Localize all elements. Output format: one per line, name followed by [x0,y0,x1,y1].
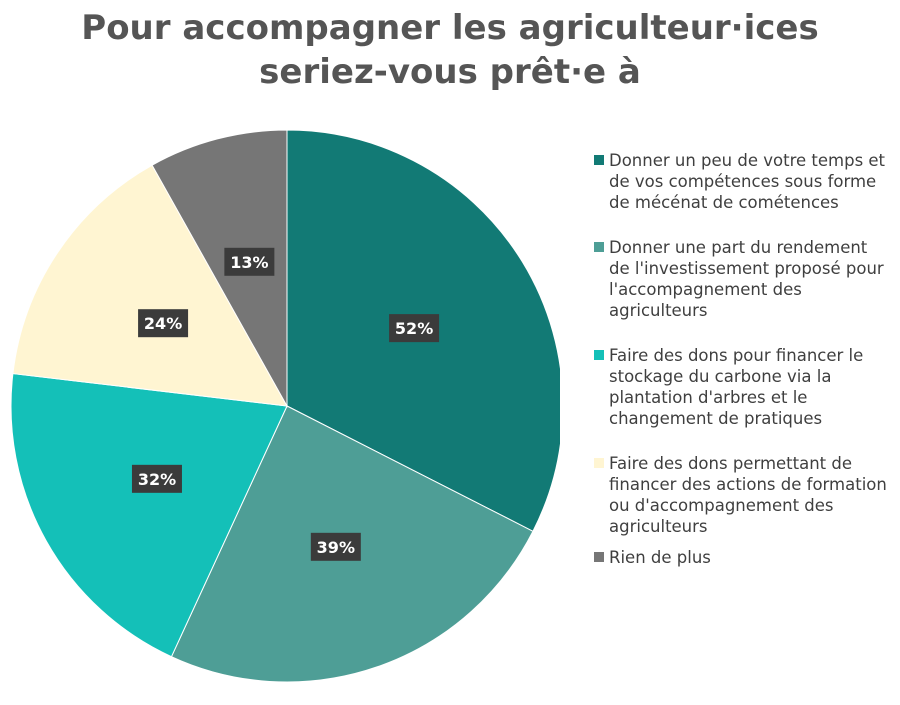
legend-label-2: Donner une part du rendement de l'invest… [609,238,884,320]
legend: Donner un peu de votre temps et de vos c… [593,150,893,578]
legend-label-1: Donner un peu de votre temps et de vos c… [609,151,886,212]
legend-label-5: Rien de plus [609,548,711,567]
legend-label-3: Faire des dons pour financer le stockage… [609,346,864,428]
data-label-5: 13% [224,247,275,276]
data-label-box-4 [138,309,189,338]
legend-label-4: Faire des dons permettant de financer de… [609,454,887,536]
legend-item-5: Rien de plus [593,547,893,568]
legend-swatch-2 [594,242,604,252]
pie-chart: 52% 39% 32% 24% 13% [10,129,560,683]
legend-item-3: Faire des dons pour financer le stockage… [593,345,893,429]
legend-swatch-5 [594,552,604,562]
chart-title-line-2: seriez-vous prêt·e à [259,52,641,92]
legend-item-1: Donner un peu de votre temps et de vos c… [593,150,893,213]
data-label-4: 24% [138,309,189,338]
legend-swatch-3 [594,350,604,360]
chart-title-line-1: Pour accompagner les agriculteur·ices [81,8,819,48]
data-label-box-5 [224,247,275,276]
legend-swatch-1 [594,155,604,165]
data-label-text-5: 13% [230,253,268,272]
data-label-box-3 [131,464,182,493]
data-label-text-3: 32% [138,470,176,489]
data-label-1: 52% [389,314,440,343]
data-label-text-4: 24% [144,314,182,333]
pie-slice-5 [151,129,288,408]
data-label-text-1: 52% [395,319,433,338]
legend-swatch-4 [594,458,604,468]
legend-item-2: Donner une part du rendement de l'invest… [593,237,893,321]
data-label-box-1 [389,314,440,343]
data-label-3: 32% [131,464,182,493]
pie-slice-4 [12,164,288,407]
data-label-2: 39% [310,532,361,561]
legend-item-4: Faire des dons permettant de financer de… [593,453,893,537]
data-label-box-2 [310,532,361,561]
pie-slice-3 [10,373,288,658]
chart-title: Pour accompagner les agriculteur·ices se… [0,6,900,94]
data-label-text-2: 39% [317,538,355,557]
